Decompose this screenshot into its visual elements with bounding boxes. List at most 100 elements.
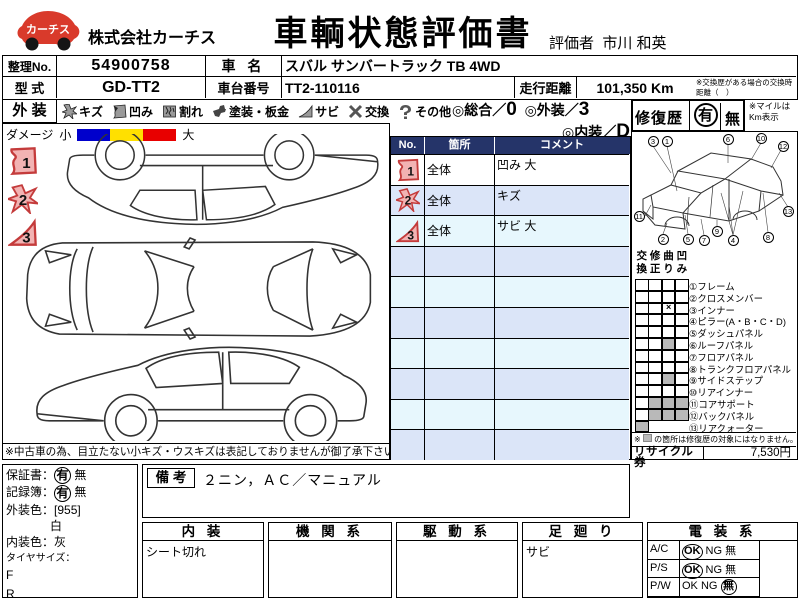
ratings: ◎総合／0 ◎外装／3 ◎内装／D	[452, 99, 630, 142]
damage-comment-cell: サビ 大	[497, 219, 537, 234]
electrical-row-ac: A/C OK NG 無	[648, 541, 760, 560]
damage-no-cell: 3	[391, 216, 425, 246]
repair-grid-cell	[635, 385, 649, 397]
damage-table-row	[391, 337, 629, 369]
damage-comment-cell	[495, 400, 629, 430]
repair-part-label: ⑧トランクフロアパネル	[689, 363, 791, 375]
damage-scale-small: 小	[59, 128, 72, 142]
suspension-content: サビ	[526, 545, 551, 559]
svg-text:3: 3	[22, 229, 30, 246]
repair-grid-cell	[675, 373, 689, 386]
engine-content	[269, 541, 391, 545]
repair-grid-cell	[648, 326, 662, 338]
damage-location-cell	[425, 430, 495, 460]
electrical-label: A/C	[648, 541, 680, 559]
other-icon	[400, 104, 412, 119]
repair-grid-cell	[661, 314, 676, 327]
repair-part-label: ⑩リアインナー	[689, 387, 754, 399]
electrical-label: P/W	[648, 578, 680, 596]
wireframe-callout-8: 8	[762, 231, 774, 243]
rust-icon	[298, 104, 313, 117]
repair-grid-cell	[675, 279, 689, 291]
interior-content: シート切れ	[146, 545, 207, 559]
damage-no-cell	[391, 369, 425, 399]
repair-panel-note: ※ の箇所は修復歴の対象にはなりません。	[632, 432, 798, 446]
repair-grid-cell	[648, 385, 662, 397]
damage-no-cell	[391, 246, 425, 277]
damage-marker-1: 1	[8, 146, 38, 181]
car-wireframe-diagram	[642, 142, 789, 236]
recycle-ticket-value: 7,530円	[750, 447, 791, 459]
drive-content	[397, 541, 517, 545]
repair-grid-cell	[635, 290, 649, 303]
mile-unit-note: ※マイルは Km表示	[749, 101, 791, 123]
damage-location-cell: 全体	[425, 185, 495, 216]
mileage-value: 101,350 Km	[596, 79, 674, 96]
legend-item-crack: 割れ	[162, 103, 203, 120]
damage-comment-cell	[495, 339, 629, 369]
electrical-title: 電 装 系	[648, 523, 797, 541]
repair-grid-cell	[661, 408, 676, 421]
repair-grid-cell	[661, 290, 676, 303]
tire-front-label: F	[6, 567, 14, 582]
damage-table-row: 1 全体 凹み 大	[391, 154, 629, 185]
scratch-icon: 2	[5, 184, 42, 216]
damage-location-cell	[425, 369, 495, 399]
electrical-row-ps: P/S OK NG 無	[648, 559, 760, 579]
repair-part-label: ⑦フロアパネル	[689, 351, 754, 363]
repair-grid-cell	[635, 349, 649, 362]
curtis-car-logo-icon: カーチス	[17, 11, 80, 51]
legend-item-replace: 交換	[348, 103, 389, 120]
interior-title: 内 装	[143, 523, 263, 541]
car-name-label: 車 名	[206, 56, 282, 77]
car-side-view-diagram	[36, 346, 368, 441]
repair-grid-cell	[635, 338, 649, 350]
repair-grid-cell	[648, 338, 662, 350]
overall-rating-label: ◎総合／	[452, 102, 507, 118]
engine-box: 機 関 系	[268, 522, 392, 598]
exterior-color-code: [955]	[54, 502, 81, 517]
record-yes: 有	[54, 484, 72, 502]
exterior-rating-value: 3	[578, 99, 590, 120]
repair-grid-cell	[675, 326, 689, 338]
repair-part-label: ②クロスメンバー	[689, 292, 764, 304]
repair-part-label: ④ピラー(A・B・C・D)	[689, 316, 786, 328]
damage-comment-cell	[495, 430, 629, 460]
engine-title: 機 関 系	[269, 523, 391, 541]
repair-grid-cell	[661, 338, 676, 350]
repair-grid-cell	[635, 314, 649, 327]
electrical-options: OK NG 無	[680, 559, 760, 579]
wireframe-callout-10: 10	[755, 132, 767, 144]
dent-icon: 1	[10, 147, 37, 175]
damage-location-cell	[425, 399, 495, 430]
repair-grid-cell	[648, 397, 662, 409]
seiri-no-value: 54900758	[57, 56, 206, 77]
electrical-row-pw: P/W OK NG 無	[648, 578, 760, 597]
legend-item-paint: 塗装・板金	[212, 103, 289, 120]
damage-table-row	[391, 368, 629, 399]
chassis-value: TT2-110116	[282, 77, 515, 98]
damage-no-cell	[391, 277, 425, 307]
svg-text:2: 2	[404, 194, 411, 208]
repair-grid-cell	[675, 397, 689, 409]
model-value: GD-TT2	[57, 77, 206, 98]
damage-comment-cell	[495, 308, 629, 338]
warranty-line: 保証書：有 無	[6, 467, 87, 485]
suspension-box: 足 廻 り サビ	[522, 522, 643, 598]
damage-no-cell	[391, 338, 425, 369]
repair-grid-cell	[648, 349, 662, 362]
exterior-diagram-box: ダメージ 小 大 1 2 3	[2, 123, 390, 460]
evaluator: 評価者 市川 和英	[549, 32, 667, 53]
damage-comment-table: No. 箇所 コメント 1 全体 凹み 大 2 全体 キズ 3 全体 サビ 大	[390, 136, 631, 460]
damage-location-cell	[425, 277, 495, 307]
vehicle-info-box: 保証書：有 無 記録簿：有 無 外装色：[955] 白 内装色：灰 タイヤサイズ…	[2, 464, 138, 600]
crack-icon	[163, 105, 176, 117]
svg-text:3: 3	[407, 228, 414, 242]
wireframe-callout-7: 7	[698, 234, 710, 246]
repair-grid-cell	[661, 397, 676, 409]
repair-grid-cell	[661, 373, 676, 386]
repair-history-box: 修復歴 有 無	[631, 99, 745, 132]
svg-text:2: 2	[19, 192, 27, 209]
page-title: 車輌状態評価書	[273, 16, 533, 53]
